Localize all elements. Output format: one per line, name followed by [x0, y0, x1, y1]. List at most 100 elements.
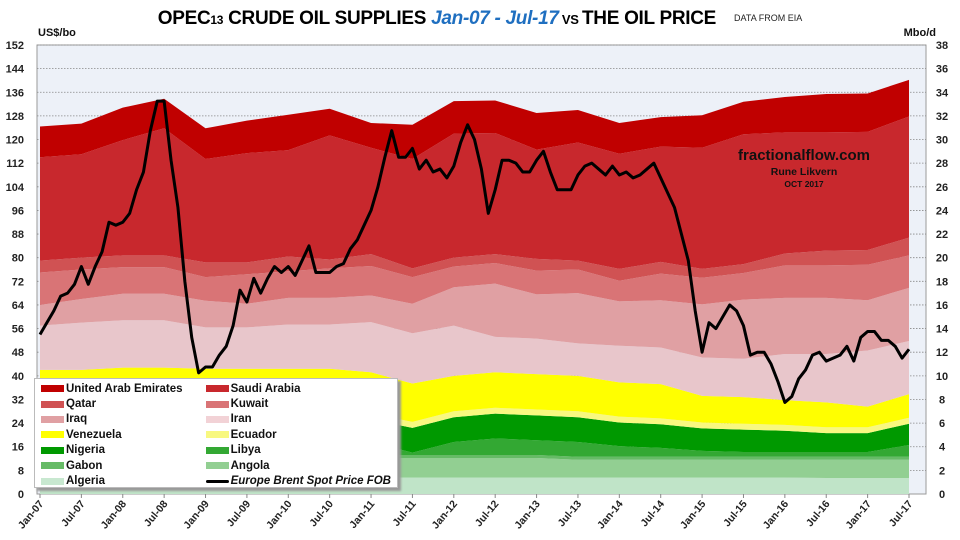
annotation-site: fractionalflow.com: [738, 147, 870, 164]
legend-swatch: [41, 431, 64, 439]
y-tick-label-right: 0: [939, 489, 945, 501]
x-tick-label: Jul-12: [473, 498, 502, 529]
legend-label: Kuwait: [230, 398, 269, 411]
x-tick-label: Jul-16: [804, 498, 833, 529]
y-tick-label-right: 12: [936, 347, 948, 359]
legend-label: Libya: [230, 444, 261, 457]
legend-item: Iraq: [41, 412, 206, 427]
title-oil-price: THE OIL PRICE: [582, 8, 717, 29]
legend-label: United Arab Emirates: [66, 382, 183, 395]
legend-item: Qatar: [41, 396, 206, 411]
y-tick-label-right: 8: [939, 394, 945, 406]
legend-swatch: [41, 415, 64, 423]
x-tick-label: Jul-11: [390, 498, 418, 529]
legend-label: Venezuela: [66, 428, 122, 441]
y-tick-label-left: 56: [12, 324, 24, 336]
y-tick-label-left: 112: [6, 158, 24, 170]
legend-swatch: [41, 477, 64, 485]
y-tick-label-right: 2: [939, 465, 945, 477]
y-tick-label-right: 4: [939, 442, 946, 454]
legend-swatch: [205, 400, 229, 408]
x-tick-label: Jan-15: [678, 498, 709, 531]
chart-title: OPEC13 CRUDE OIL SUPPLIES Jan-07 - Jul-1…: [0, 8, 960, 30]
x-tick-label: Jan-07: [16, 498, 47, 531]
y-tick-label-left: 48: [12, 347, 24, 359]
legend-item: Algeria: [41, 473, 206, 488]
legend-label: Nigeria: [66, 444, 105, 457]
data-source: DATA FROM EIA: [734, 13, 803, 23]
legend-swatch: [41, 462, 64, 470]
legend-swatch: [205, 385, 229, 393]
legend-item: Libya: [205, 443, 391, 458]
x-tick-label: Jan-11: [347, 498, 377, 531]
x-tick-label: Jul-13: [556, 498, 585, 529]
annotation-author: Rune Likvern: [770, 166, 838, 178]
legend-item: United Arab Emirates: [41, 381, 206, 396]
y-tick-label-right: 32: [936, 111, 948, 123]
title-opec: OPEC: [157, 8, 211, 29]
title-supplies: CRUDE OIL SUPPLIES: [223, 8, 432, 29]
y-tick-label-left: 8: [18, 465, 24, 477]
y-tick-label-right: 34: [936, 87, 949, 99]
x-tick-label: Jan-13: [512, 498, 543, 531]
y-tick-label-right: 28: [936, 158, 948, 170]
legend-label: Ecuador: [230, 428, 277, 441]
y-tick-label-right: 36: [936, 64, 948, 76]
y-tick-label-left: 120: [6, 135, 24, 147]
y-tick-label-left: 152: [6, 40, 24, 52]
y-tick-label-left: 0: [18, 489, 24, 501]
legend-item: Kuwait: [205, 396, 391, 411]
title-period: Jan-07 - Jul-17: [431, 8, 559, 29]
x-tick-label: Jan-17: [843, 498, 874, 531]
legend-label: Algeria: [66, 475, 105, 488]
legend-label: Angola: [230, 459, 270, 472]
y-tick-label-left: 24: [12, 418, 25, 430]
legend-line-swatch: [205, 479, 229, 483]
legend-label: Iran: [230, 413, 252, 426]
y-tick-label-left: 136: [6, 87, 24, 99]
legend-swatch: [41, 385, 64, 393]
y-tick-label-right: 18: [936, 276, 948, 288]
legend-item: Ecuador: [205, 427, 391, 442]
area-qatar: [40, 237, 909, 281]
legend-item: Venezuela: [41, 427, 206, 442]
y-tick-label-right: 24: [936, 205, 949, 217]
brent-price-line: [38, 99, 911, 404]
y-tick-label-left: 40: [12, 371, 24, 383]
x-tick-label: Jul-09: [224, 498, 253, 529]
y-tick-label-left: 88: [12, 229, 24, 241]
y-tick-label-left: 32: [12, 394, 24, 406]
title-count: 13: [210, 13, 224, 27]
y-tick-label-left: 64: [12, 300, 25, 312]
legend-swatch: [205, 431, 229, 439]
y-tick-label-left: 104: [6, 182, 25, 194]
legend-label: Iraq: [66, 413, 88, 426]
x-tick-label: Jan-14: [595, 498, 626, 531]
legend-swatch: [41, 446, 64, 454]
y-tick-label-right: 38: [936, 40, 948, 52]
y-tick-label-left: 128: [6, 111, 24, 123]
legend-item: Angola: [205, 458, 391, 473]
legend-swatch: [41, 400, 64, 408]
x-tick-label: Jul-08: [142, 498, 171, 529]
right-axis-unit: Mbo/d: [903, 27, 936, 39]
legend-swatch: [205, 446, 229, 454]
y-tick-label-left: 144: [6, 64, 25, 76]
y-tick-label-right: 16: [936, 300, 948, 312]
y-tick-label-left: 80: [12, 253, 24, 265]
y-tick-label-right: 20: [936, 253, 948, 265]
annotation-date: OCT 2017: [784, 179, 824, 189]
x-tick-label: Jul-14: [638, 498, 667, 529]
y-tick-label-left: 96: [12, 205, 24, 217]
legend-item: Saudi Arabia: [205, 381, 391, 396]
left-axis-unit: US$/bo: [38, 27, 76, 39]
legend-swatch: [205, 462, 229, 470]
x-tick-label: Jul-17: [887, 498, 916, 529]
area-ecuador: [40, 407, 909, 434]
y-tick-label-right: 6: [939, 418, 945, 430]
legend-label: Europe Brent Spot Price FOB: [230, 475, 391, 488]
legend-label: Saudi Arabia: [230, 382, 301, 395]
y-tick-label-right: 22: [936, 229, 948, 241]
x-tick-label: Jul-15: [721, 498, 750, 529]
